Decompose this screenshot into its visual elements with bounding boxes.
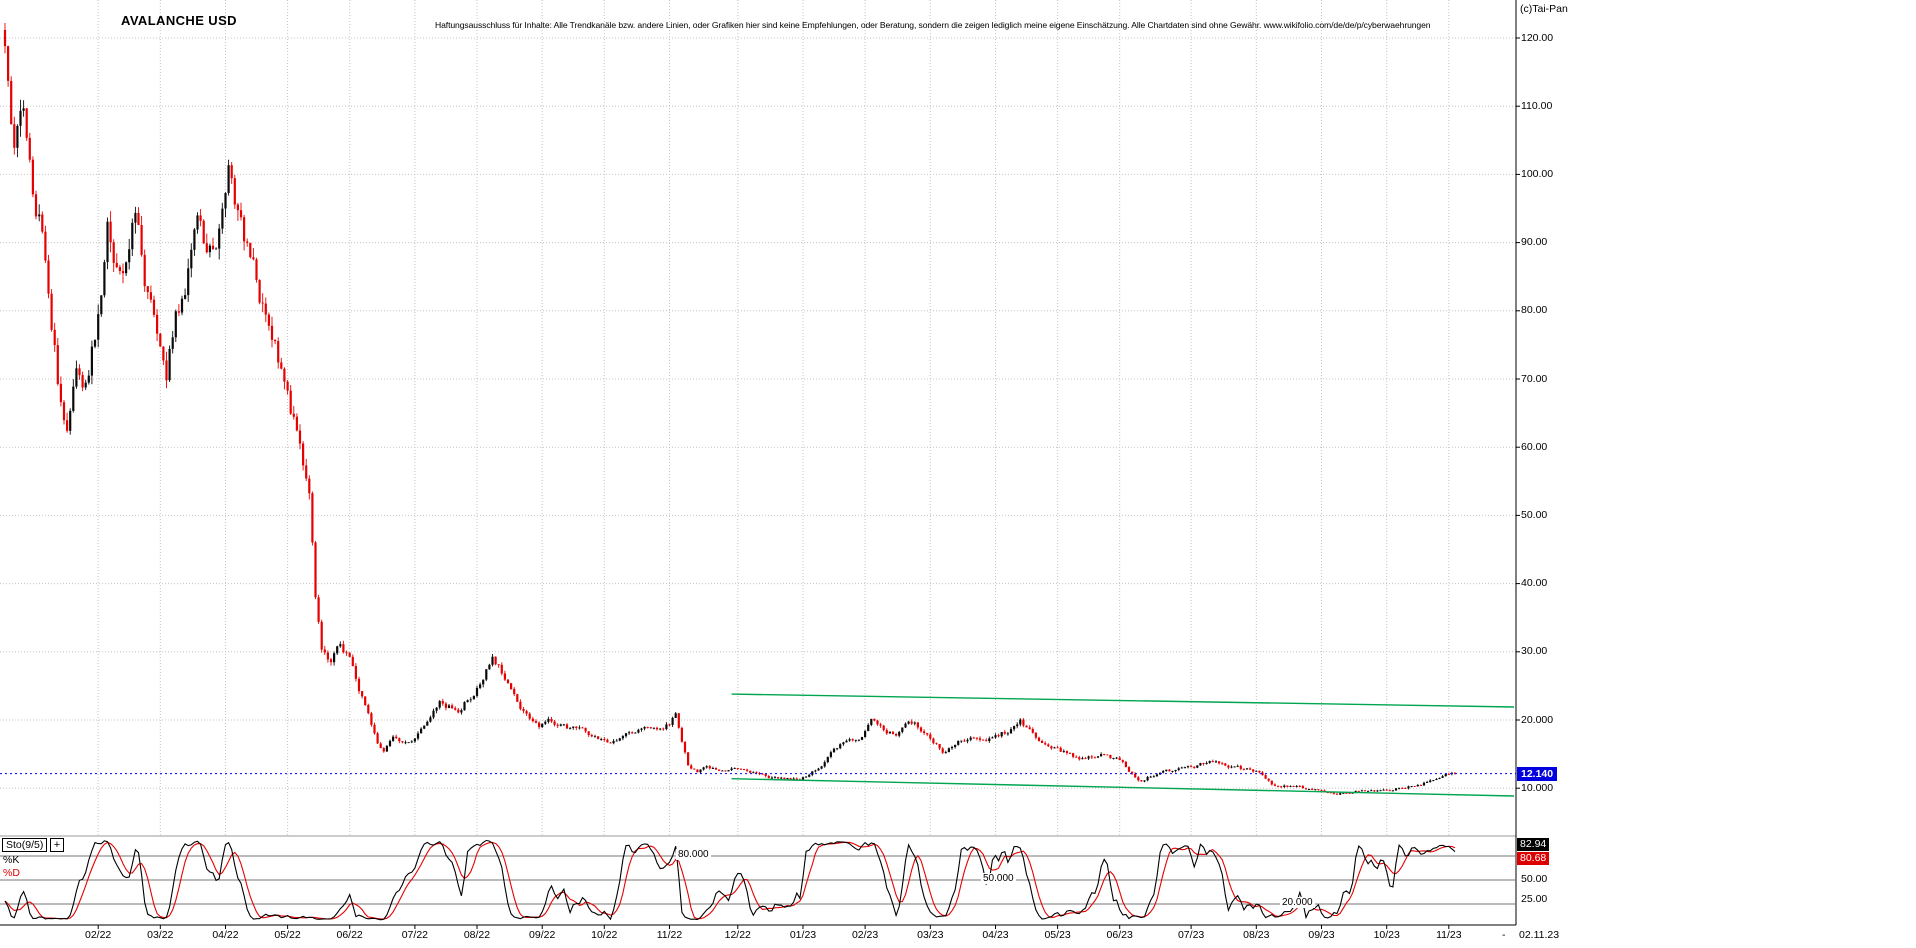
percent-d-label: %D <box>3 867 20 879</box>
price-axis-label: 10.000 <box>1521 781 1554 794</box>
price-axis-label: 40.00 <box>1521 577 1548 590</box>
price-axis-label: 120.00 <box>1521 31 1554 44</box>
time-axis-label: 11/23 <box>1436 929 1462 941</box>
last-price-badge: 12.140 <box>1517 766 1558 781</box>
time-axis-label: 07/22 <box>401 929 428 941</box>
stochastic-level-label: 50.000 <box>981 873 1016 884</box>
price-axis-label: 90.00 <box>1521 236 1548 249</box>
time-axis-label: 09/23 <box>1308 929 1335 941</box>
price-axis-label: 30.00 <box>1521 645 1548 658</box>
chart-title: AVALANCHE USD <box>121 13 237 28</box>
time-axis-label: 03/23 <box>917 929 944 941</box>
time-axis-label: 05/22 <box>274 929 301 941</box>
time-axis-label: 02/23 <box>851 929 879 941</box>
price-axis-label: 110.00 <box>1521 99 1553 112</box>
stochastic-level-label: 80.000 <box>676 849 711 860</box>
percent-d-value-badge: 80.68 <box>1517 852 1550 865</box>
time-axis-label: 04/22 <box>212 929 239 941</box>
time-axis-label: 06/22 <box>336 929 363 941</box>
time-axis-label: 05/23 <box>1044 929 1071 941</box>
time-axis-label: 01/23 <box>789 929 817 941</box>
stochastic-label: Sto(9/5) <box>6 839 44 851</box>
upper-channel-line <box>731 693 1515 708</box>
time-axis-label: 07/23 <box>1177 929 1205 941</box>
time-axis-label: 11/22 <box>656 929 683 941</box>
price-axis-label: 20.000 <box>1521 713 1554 726</box>
lower-channel-line <box>731 778 1515 797</box>
time-axis-label: 09/22 <box>529 929 556 941</box>
indicator-add-button[interactable]: + <box>50 838 64 852</box>
price-axis-label: 50.00 <box>1521 508 1548 521</box>
time-axis-label: 06/23 <box>1106 929 1133 941</box>
price-axis-label: 80.00 <box>1521 304 1548 317</box>
time-axis-label: 02/22 <box>85 929 112 941</box>
copyright-label: (c)Tai-Pan <box>1520 3 1568 15</box>
stochastic-axis-label: 50.00 <box>1521 873 1548 885</box>
time-axis-label: 08/22 <box>463 929 491 941</box>
current-date-label: 02.11.23 <box>1519 929 1560 941</box>
time-axis-label: 03/22 <box>147 929 174 941</box>
plus-icon: + <box>53 839 61 851</box>
stochastic-k-line <box>4 839 1456 921</box>
time-axis-label: 12/22 <box>724 929 751 941</box>
candlestick-series <box>3 23 1457 795</box>
axis-end-dash: - <box>1502 929 1506 941</box>
stochastic-d-line <box>4 841 1456 920</box>
stochastic-level-label: 20.000 <box>1280 897 1315 908</box>
price-axis-label: 70.00 <box>1521 372 1548 385</box>
time-axis-label: 10/23 <box>1373 929 1400 941</box>
disclaimer-text: Haftungsausschluss für Inhalte: Alle Tre… <box>435 20 1431 30</box>
price-axis-label: 100.00 <box>1521 167 1554 180</box>
percent-k-value-badge: 82.94 <box>1517 838 1550 851</box>
time-axis-label: 08/23 <box>1243 929 1270 941</box>
time-axis-label: 04/23 <box>982 929 1009 941</box>
stochastic-axis-label: 25.00 <box>1521 893 1548 905</box>
percent-k-label: %K <box>3 854 20 866</box>
price-axis-label: 60.00 <box>1521 440 1548 453</box>
time-axis-label: 10/22 <box>591 929 618 941</box>
stochastic-indicator-button[interactable]: Sto(9/5) <box>2 838 48 852</box>
